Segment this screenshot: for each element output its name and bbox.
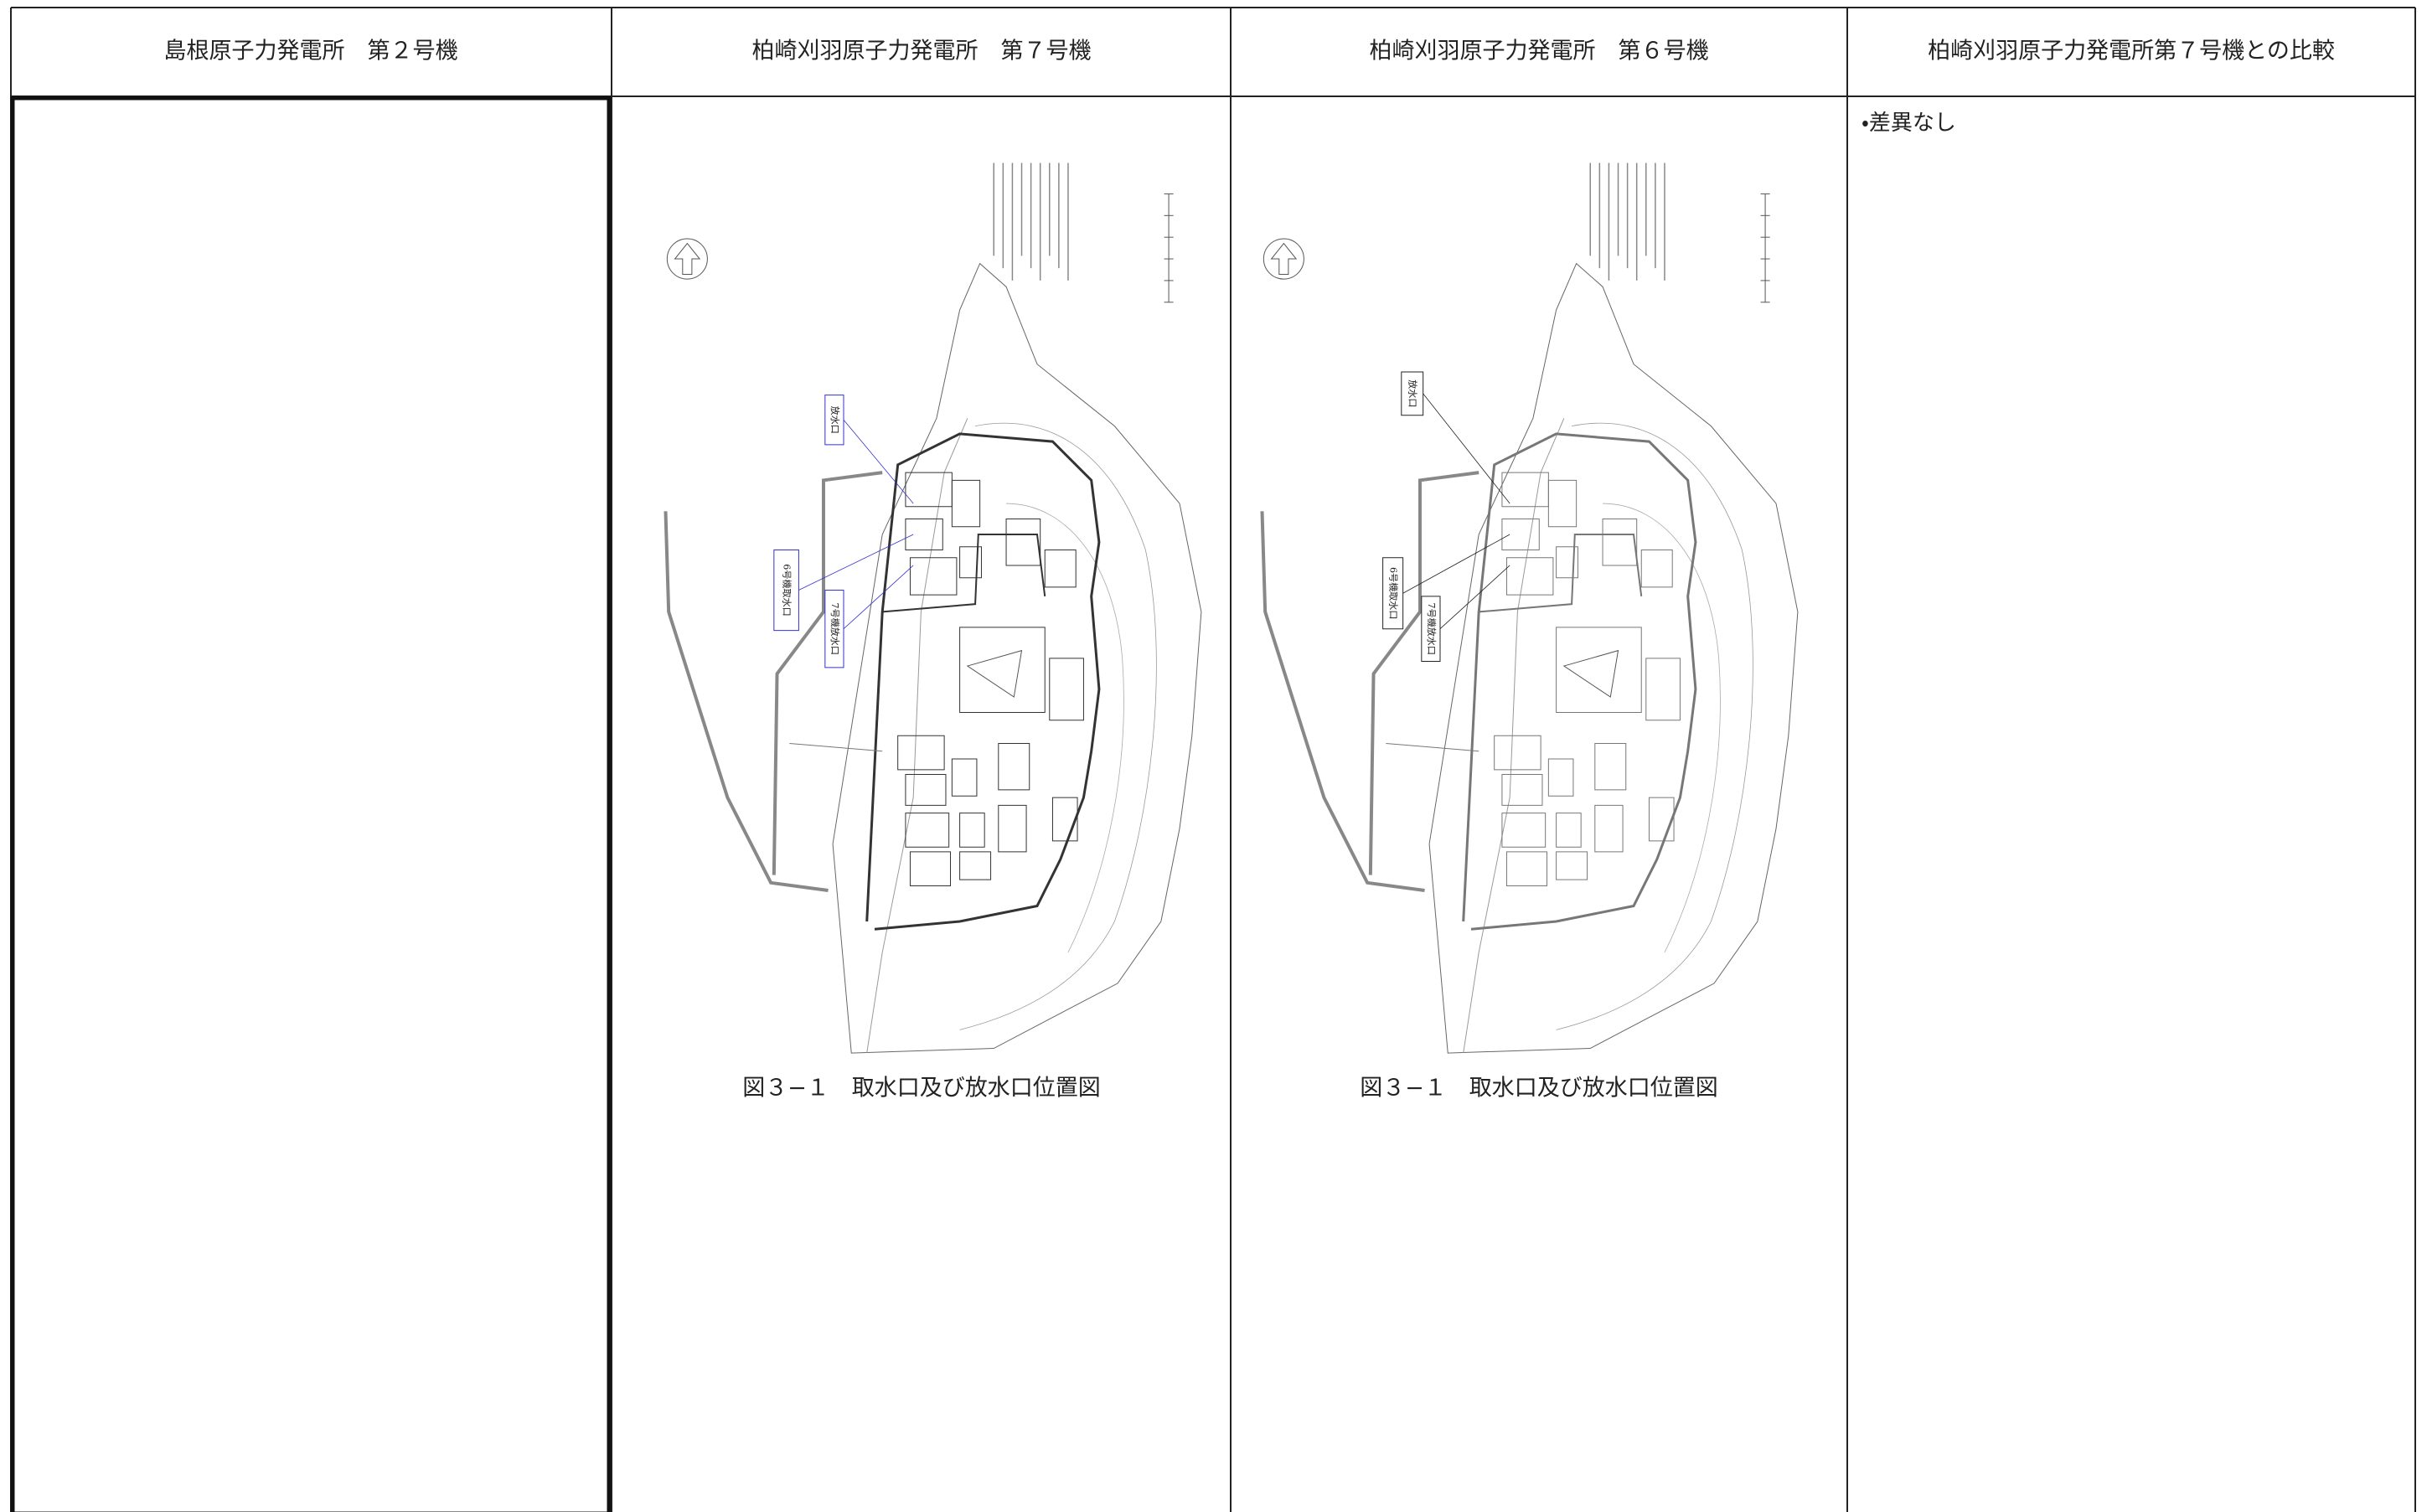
building [1502,813,1546,848]
column-header: 島根原子力発電所 第２号機 [164,39,458,65]
grid-road [1386,743,1479,751]
building [910,852,950,886]
building [1548,480,1576,526]
north-arrow [1272,244,1297,275]
building [1502,472,1548,507]
map-label: 放水口 [1407,379,1419,407]
map-leader [798,534,913,591]
map-label: 7号機放水口 [1426,603,1438,655]
contour [1603,503,1720,952]
building [960,627,1046,713]
column-header: 柏崎刈羽原子力発電所第７号機との比較 [1928,39,2335,65]
building [1641,550,1672,586]
building [1557,547,1578,578]
building [1595,805,1623,851]
building [1502,774,1542,805]
coastline [1429,264,1798,1053]
site-boundary [867,434,1099,929]
building [1548,759,1573,796]
north-arrow [1263,239,1304,279]
figure-caption: 図３−１ 取水口及び放水口位置図 [742,1076,1101,1102]
building [1595,743,1626,789]
contour [1006,503,1123,952]
contour [960,423,1157,1030]
site-boundary [1479,534,1641,612]
map-label: 6号機取水口 [1388,567,1399,619]
building [1603,519,1637,565]
north-arrow [667,239,707,279]
map-label-box [1383,558,1403,629]
building [906,813,949,848]
map-label: 7号機放水口 [829,603,841,655]
map-leader [1423,394,1510,503]
building [1502,519,1539,550]
building [1050,658,1084,720]
building [1557,813,1582,848]
building [910,558,956,595]
building [952,759,977,796]
north-arrow [675,244,700,275]
building [906,519,942,550]
building [1557,852,1588,880]
building [952,480,979,526]
building [1006,519,1041,565]
map-label: 6号機取水口 [782,564,793,616]
grid-road [789,743,882,751]
pond [1564,651,1619,697]
building [1506,558,1552,595]
column-header: 柏崎刈羽原子力発電所 第７号機 [752,39,1092,65]
site-boundary [882,534,1045,612]
column-header: 柏崎刈羽原子力発電所 第６号機 [1370,39,1709,65]
map-label-box [774,550,799,630]
building [999,743,1030,789]
coastline [833,264,1201,1053]
building [1052,797,1077,841]
building [1495,735,1541,770]
figure-caption: 図３−１ 取水口及び放水口位置図 [1360,1076,1718,1102]
map-leader [1440,565,1510,629]
breakwater [1262,511,1424,890]
building [960,852,991,880]
breakwater [665,511,828,890]
building [1649,797,1674,841]
building [1506,852,1547,886]
site-boundary [1464,434,1696,929]
pond [968,651,1022,697]
breakwater [774,472,882,875]
comparison-note: ・差異なし [1862,111,1956,136]
map-leader [1403,534,1510,593]
contour [1557,423,1753,1030]
empty-cell-frame [10,95,612,1512]
map-label-box [1402,372,1423,415]
map-leader [844,420,913,503]
building [1557,627,1642,713]
site-map: 放水口 6号機取水口 7号機放水口 [1262,163,1797,1053]
building [960,813,985,848]
map-leader [844,565,913,629]
site-map: 放水口 6号機取水口 7号機放水口 [665,163,1201,1053]
building [1646,658,1681,720]
breakwater [1371,472,1479,875]
building [960,547,982,578]
map-label: 放水口 [829,406,841,434]
building [999,805,1026,851]
building [906,472,952,507]
building [906,774,946,805]
building [898,735,944,770]
building [1045,550,1076,586]
